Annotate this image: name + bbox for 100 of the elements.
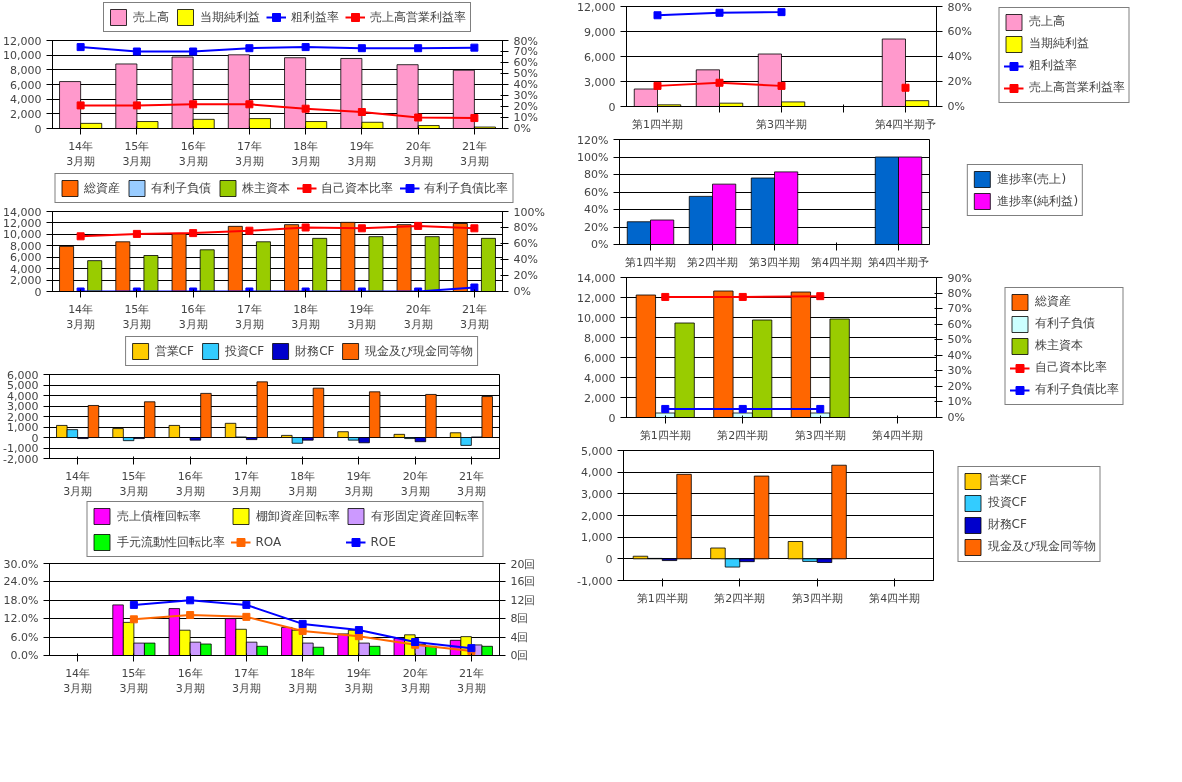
x-tick-label: 17年 3月期 [234, 302, 264, 332]
y2-tick-label: 70% [513, 45, 538, 58]
x-tick-label: 第3四半期 [794, 428, 846, 442]
legend-label: 総資産 [1034, 293, 1071, 310]
x-tick-label: 20年 3月期 [403, 302, 433, 332]
y2-tick-label: 0% [947, 100, 965, 113]
y2-tick-label: 60% [513, 56, 538, 69]
y2-tick-label: 10% [947, 395, 972, 409]
y-tick-label: 1,000 [581, 531, 613, 545]
x-tick-label: 18年 3月期 [291, 302, 321, 332]
x-tick-label: 16年 3月期 [178, 302, 208, 332]
y-tick-label: 1,000 [7, 421, 39, 434]
y2-tick-label: 10% [513, 111, 538, 124]
legend-label: 当期純利益 [200, 8, 260, 26]
legend-label: 進捗率(売上) [996, 170, 1067, 188]
y-tick-label: 12,000 [3, 216, 42, 230]
x-tick-label: 14年 3月期 [63, 666, 93, 696]
y2-tick-label: 70% [947, 302, 972, 316]
y-tick-label: 6,000 [10, 78, 42, 92]
x-tick-label: 第1四半期 [632, 117, 683, 131]
y2-tick-label: 80% [513, 221, 538, 234]
y-tick-label: 0 [605, 552, 613, 566]
x-tick-label: 15年 3月期 [122, 139, 152, 169]
legend-label: 株主資本 [242, 179, 290, 197]
y-tick-label: 14,000 [577, 271, 616, 285]
y-tick-label: -1,000 [3, 442, 39, 455]
y-tick-label: 30.0% [3, 557, 39, 571]
x-tick-label: 18年 3月期 [288, 666, 318, 696]
y-tick-label: 9,000 [584, 25, 616, 39]
y-tick-label: 4,000 [10, 262, 42, 276]
legend-label: 有利子負債 [151, 179, 211, 197]
y-tick-label: 14,000 [3, 205, 42, 219]
y2-tick-label: 90% [947, 271, 972, 285]
x-tick-label: 20年 3月期 [400, 666, 430, 696]
legend-label: 営業CF [154, 342, 194, 360]
y2-tick-label: 20% [947, 379, 972, 393]
legend-label: 現金及び現金同等物 [365, 342, 474, 360]
y2-tick-label: 50% [947, 333, 972, 347]
y2-tick-label: 60% [947, 25, 972, 38]
y2-tick-label: 8回 [510, 612, 529, 626]
y-tick-label: 6,000 [584, 50, 616, 64]
legend-label: 売上高 [133, 8, 169, 26]
y2-tick-label: 40% [513, 78, 538, 91]
y-tick-label: 12,000 [3, 34, 42, 48]
y-tick-label: 2,000 [584, 391, 616, 405]
y-tick-label: 20% [584, 220, 609, 234]
y-tick-label: 24.0% [3, 575, 39, 589]
x-tick-label: 21年 3月期 [459, 302, 489, 332]
legend-label: 当期純利益 [1028, 35, 1089, 52]
y2-tick-label: 80% [947, 286, 972, 300]
y2-tick-label: 12回 [510, 593, 536, 607]
y-tick-label: 10,000 [3, 49, 42, 63]
x-tick-label: 18年 3月期 [288, 469, 318, 499]
y2-tick-label: 0% [947, 411, 965, 424]
x-tick-label: 15年 3月期 [122, 302, 152, 332]
y2-tick-label: 100% [513, 205, 545, 219]
x-tick-label: 第4四半期 [872, 428, 924, 442]
y2-tick-label: 40% [947, 348, 972, 362]
legend-label: 売上高営業利益率 [1028, 79, 1125, 96]
legend-label: 粗利益率 [291, 8, 339, 26]
y-tick-label: 10,000 [3, 228, 42, 242]
x-tick-label: 第4四半期 [869, 591, 921, 605]
y2-tick-label: 40% [513, 253, 538, 266]
y-tick-label: 4,000 [10, 93, 42, 107]
y-tick-label: 3,000 [7, 400, 39, 413]
x-tick-label: 15年 3月期 [119, 469, 149, 499]
legend-label: 株主資本 [1034, 337, 1083, 354]
x-tick-label: 21年 3月期 [459, 139, 489, 169]
y-tick-label: 8,000 [10, 63, 42, 77]
legend-label: 棚卸資産回転率 [255, 507, 340, 525]
y2-tick-label: 30% [513, 89, 538, 102]
x-tick-label: 17年 3月期 [234, 139, 264, 169]
x-tick-label: 19年 3月期 [347, 302, 377, 332]
y2-tick-label: 60% [513, 237, 538, 250]
y-tick-label: 4,000 [7, 389, 39, 403]
legend-label: 進捗率(純利益) [996, 192, 1079, 210]
legend-label: 自己資本比率 [1034, 359, 1107, 376]
x-tick-label: 14年 3月期 [63, 469, 93, 499]
x-tick-label: 第4四半期予 [874, 117, 937, 131]
y2-tick-label: 80% [947, 0, 972, 14]
y2-tick-label: 0% [513, 122, 531, 135]
y-tick-label: 0 [608, 100, 616, 114]
x-tick-label: 第2四半期 [714, 591, 766, 605]
y-tick-label: -1,000 [577, 574, 613, 588]
x-tick-label: 第4四半期予 [867, 255, 930, 269]
y-tick-label: 12,000 [577, 291, 616, 305]
x-tick-label: 第3四半期 [791, 591, 843, 605]
y2-tick-label: 0回 [510, 649, 529, 662]
y-tick-label: 4,000 [584, 371, 616, 385]
x-tick-label: 19年 3月期 [347, 139, 377, 169]
y-tick-label: 40% [584, 203, 609, 216]
y-tick-label: 0.0% [10, 649, 39, 662]
y2-tick-label: 80% [513, 34, 538, 48]
y-tick-label: 100% [577, 150, 609, 164]
legend-label: 売上債権回転率 [116, 507, 201, 525]
x-tick-label: 16年 3月期 [175, 469, 205, 499]
y-tick-label: 6.0% [10, 630, 39, 644]
legend-label: 有利子負債 [1034, 315, 1095, 332]
y2-tick-label: 60% [947, 317, 972, 331]
legend-label: 売上高営業利益率 [370, 8, 466, 26]
